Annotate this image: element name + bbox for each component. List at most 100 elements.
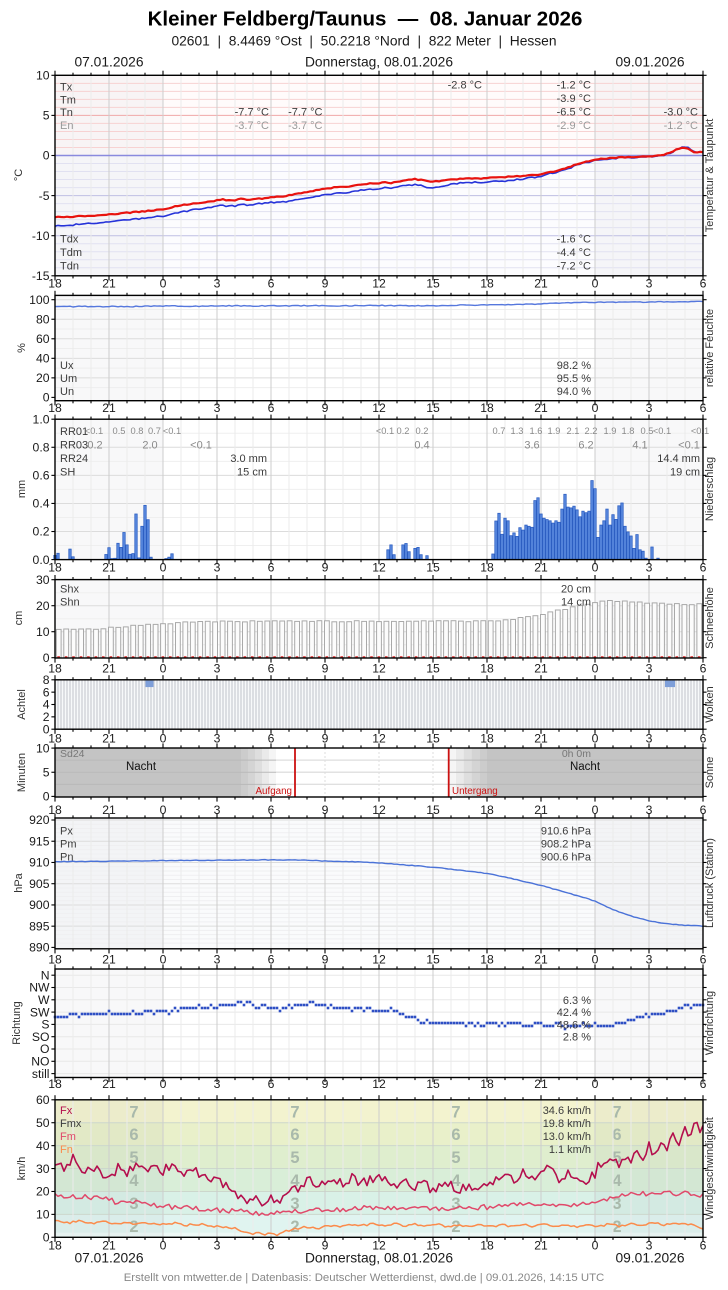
svg-text:6: 6 [43, 685, 50, 699]
svg-text:0: 0 [43, 149, 50, 163]
svg-text:20 cm: 20 cm [561, 584, 591, 596]
svg-text:-2.8 °C: -2.8 °C [448, 80, 482, 92]
svg-text:0: 0 [592, 401, 599, 415]
svg-text:3: 3 [646, 803, 653, 817]
svg-text:-3.9 °C: -3.9 °C [557, 93, 591, 105]
svg-text:6: 6 [268, 1239, 275, 1253]
svg-text:Px: Px [60, 826, 73, 838]
svg-text:En: En [60, 120, 73, 132]
svg-text:0: 0 [592, 661, 599, 675]
svg-text:9: 9 [322, 731, 329, 745]
svg-text:21: 21 [102, 953, 116, 967]
svg-text:3: 3 [612, 1195, 621, 1213]
svg-text:W: W [38, 993, 50, 1007]
svg-text:0.8: 0.8 [131, 426, 144, 436]
svg-text:15: 15 [426, 1077, 440, 1091]
svg-text:3: 3 [451, 1195, 460, 1213]
svg-text:Pn: Pn [60, 852, 73, 864]
svg-text:3: 3 [646, 661, 653, 675]
svg-text:21: 21 [534, 277, 548, 291]
svg-text:15: 15 [426, 803, 440, 817]
svg-text:Niederschlag: Niederschlag [704, 457, 716, 521]
svg-text:5: 5 [290, 1149, 299, 1167]
svg-text:02601 | 8.4469 °Ost | 50.2: 02601 | 8.4469 °Ost | 50.2218 °Nord | 82… [171, 34, 556, 49]
svg-text:Fm: Fm [60, 1131, 76, 1143]
svg-text:21: 21 [102, 1239, 116, 1253]
svg-text:<0.1: <0.1 [85, 426, 103, 436]
svg-text:3: 3 [214, 560, 221, 574]
svg-text:6.3 %: 6.3 % [563, 995, 591, 1007]
svg-text:14.4 mm: 14.4 mm [657, 453, 700, 465]
svg-text:12: 12 [372, 803, 386, 817]
svg-text:-3.7 °C: -3.7 °C [235, 120, 269, 132]
svg-text:4: 4 [43, 698, 50, 712]
svg-text:21: 21 [102, 661, 116, 675]
svg-text:0.0: 0.0 [33, 553, 50, 567]
svg-text:95.5 %: 95.5 % [557, 373, 591, 385]
svg-text:6.2: 6.2 [578, 440, 593, 452]
svg-text:2: 2 [129, 1218, 138, 1236]
svg-text:7: 7 [612, 1103, 621, 1121]
svg-text:4: 4 [290, 1172, 300, 1190]
svg-text:21: 21 [534, 953, 548, 967]
svg-text:2.0: 2.0 [142, 440, 157, 452]
svg-text:0: 0 [160, 953, 167, 967]
svg-text:15 cm: 15 cm [237, 467, 267, 479]
svg-text:6: 6 [700, 1239, 707, 1253]
svg-text:9: 9 [322, 661, 329, 675]
svg-text:5: 5 [612, 1149, 621, 1167]
svg-text:-1.2 °C: -1.2 °C [557, 80, 591, 92]
svg-text:9: 9 [322, 1077, 329, 1091]
svg-text:Erstellt von mtwetter.de | Dat: Erstellt von mtwetter.de | Datenbasis: D… [124, 1272, 605, 1284]
svg-text:3: 3 [646, 1239, 653, 1253]
svg-text:910.6 hPa: 910.6 hPa [541, 826, 592, 838]
svg-text:RR01: RR01 [60, 426, 88, 438]
svg-text:Fx: Fx [60, 1105, 73, 1117]
svg-text:0.6: 0.6 [33, 469, 50, 483]
svg-text:6: 6 [268, 401, 275, 415]
svg-text:Fn: Fn [60, 1144, 73, 1156]
svg-text:0: 0 [160, 731, 167, 745]
svg-text:895: 895 [29, 919, 50, 933]
svg-text:6: 6 [268, 560, 275, 574]
svg-text:0: 0 [160, 560, 167, 574]
svg-text:6: 6 [612, 1126, 621, 1144]
svg-text:900: 900 [29, 898, 50, 912]
svg-text:12: 12 [372, 560, 386, 574]
svg-text:6: 6 [268, 953, 275, 967]
svg-text:3: 3 [129, 1195, 138, 1213]
svg-text:15: 15 [426, 731, 440, 745]
svg-text:0.8: 0.8 [33, 440, 50, 454]
svg-text:100: 100 [29, 293, 50, 307]
svg-text:-5: -5 [39, 189, 50, 203]
svg-text:1.1 km/h: 1.1 km/h [549, 1144, 591, 1156]
svg-text:Ux: Ux [60, 360, 74, 372]
svg-text:Luftdruck (Station): Luftdruck (Station) [704, 838, 716, 928]
svg-text:15: 15 [426, 661, 440, 675]
svg-text:Tm: Tm [60, 95, 76, 107]
svg-text:Windgeschwindigkeit: Windgeschwindigkeit [704, 1117, 716, 1220]
svg-text:3: 3 [214, 661, 221, 675]
svg-text:6: 6 [700, 277, 707, 291]
svg-text:Shx: Shx [60, 584, 79, 596]
svg-text:50: 50 [36, 1116, 50, 1130]
svg-text:0: 0 [160, 661, 167, 675]
svg-text:3: 3 [646, 560, 653, 574]
svg-text:Richtung: Richtung [11, 1001, 23, 1044]
svg-text:0: 0 [43, 1231, 50, 1245]
svg-text:1.9: 1.9 [548, 426, 561, 436]
svg-text:0.2: 0.2 [397, 426, 410, 436]
svg-text:18: 18 [480, 661, 494, 675]
svg-text:12: 12 [372, 953, 386, 967]
svg-text:2.2: 2.2 [585, 426, 598, 436]
svg-text:15: 15 [426, 277, 440, 291]
svg-text:10: 10 [36, 69, 50, 83]
svg-text:40: 40 [36, 1139, 50, 1153]
svg-text:4: 4 [129, 1172, 139, 1190]
svg-text:1.8: 1.8 [622, 426, 635, 436]
svg-text:6: 6 [268, 277, 275, 291]
svg-text:920: 920 [29, 813, 50, 827]
svg-text:Pm: Pm [60, 839, 77, 851]
svg-text:Temperatur & Taupunkt: Temperatur & Taupunkt [704, 119, 716, 233]
svg-text:1.0: 1.0 [33, 412, 50, 426]
